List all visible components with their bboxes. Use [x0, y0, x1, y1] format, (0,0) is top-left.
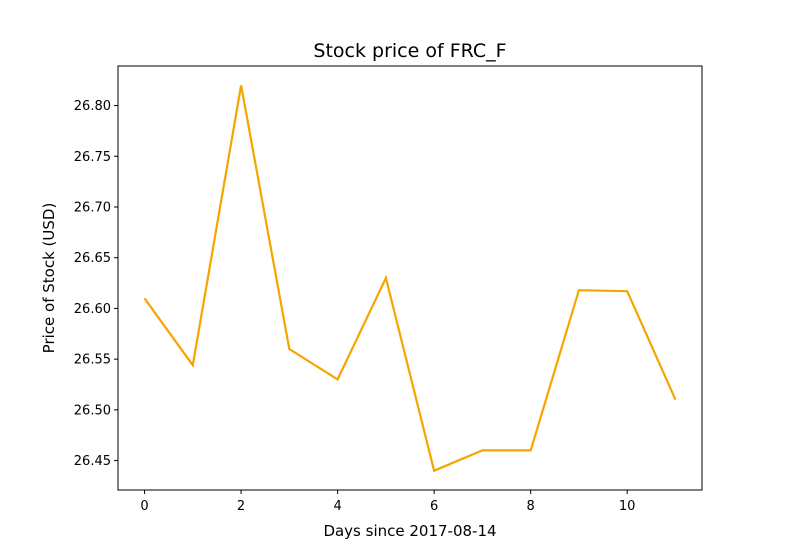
y-tick-label: 26.60 [74, 302, 111, 317]
y-tick-label: 26.50 [74, 403, 111, 418]
x-tick-label: 0 [140, 499, 148, 514]
x-axis-label: Days since 2017-08-14 [323, 522, 496, 540]
y-tick-label: 26.55 [74, 353, 111, 368]
plot-area: 0 2 4 6 8 10 26.45 26.50 26.55 26.60 26.65 26.70 26.… [74, 65, 703, 514]
y-axis-label: Price of Stock (USD) [40, 203, 58, 354]
x-tick-label: 8 [527, 499, 535, 514]
price-line-series [143, 85, 677, 473]
y-tick-label: 26.75 [74, 150, 111, 165]
x-tick-label: 4 [333, 499, 341, 514]
chart-title: Stock price of FRC_F [313, 40, 506, 62]
x-tick-label: 10 [619, 499, 636, 514]
y-tick-label: 26.80 [74, 99, 111, 114]
y-tick-label: 26.65 [74, 251, 111, 266]
y-tick-label: 26.45 [74, 454, 111, 469]
x-tick-label: 2 [237, 499, 245, 514]
x-tick-label: 6 [430, 499, 438, 514]
plot-frame [117, 65, 703, 491]
y-tick-label: 26.70 [74, 200, 111, 215]
